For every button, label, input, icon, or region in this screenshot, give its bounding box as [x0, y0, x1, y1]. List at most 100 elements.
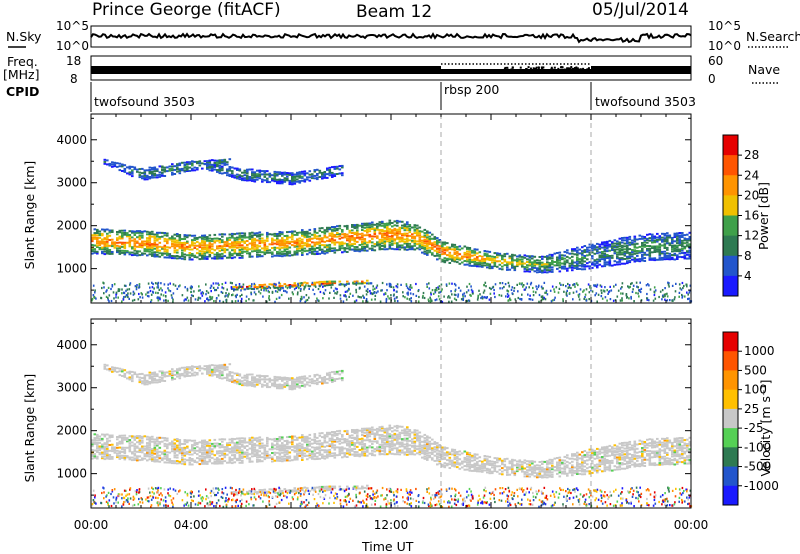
velocity-cell — [243, 439, 247, 442]
power-cell — [113, 163, 117, 166]
nave-dot — [570, 66, 573, 69]
power-noise-cell — [463, 292, 466, 295]
velocity-cell — [366, 435, 369, 438]
power-noise-cell — [432, 292, 435, 295]
velocity-cell — [218, 446, 222, 449]
power-cell — [508, 257, 512, 260]
power-noise-cell — [200, 292, 202, 295]
power-cell — [561, 256, 564, 259]
velocity-cell — [331, 446, 334, 449]
velocity-cell — [238, 441, 242, 444]
velocity-cell — [398, 445, 402, 448]
power-cell — [281, 284, 284, 287]
power-noise-cell — [568, 286, 570, 289]
power-cell — [606, 244, 609, 247]
power-cell — [248, 252, 252, 255]
power-cell — [263, 170, 267, 173]
power-cell — [493, 261, 497, 264]
power-cell — [606, 247, 609, 250]
velocity-cell — [281, 438, 284, 441]
power-cell — [233, 242, 237, 245]
power-cell — [171, 169, 174, 172]
power-cell — [448, 258, 452, 261]
power-cell — [263, 173, 267, 176]
velocity-cell — [316, 452, 319, 454]
velocity-cell — [153, 442, 157, 445]
power-cell — [671, 238, 674, 241]
power-cell — [336, 167, 339, 170]
power-cell — [218, 167, 222, 169]
power-cell — [253, 286, 257, 289]
power-cell — [591, 249, 594, 252]
velocity-cell — [106, 443, 109, 446]
power-cell — [201, 246, 204, 249]
velocity-cell — [351, 453, 354, 456]
power-cell — [221, 255, 224, 258]
velocity-cell — [363, 439, 367, 442]
velocity-cell — [211, 445, 214, 448]
velocity-cell — [176, 460, 179, 462]
velocity-cell — [256, 444, 259, 447]
power-cell — [678, 240, 682, 243]
power-cell — [566, 249, 569, 252]
power-noise-cell — [637, 286, 639, 289]
velocity-cell — [91, 439, 94, 442]
power-noise-cell — [396, 286, 399, 289]
velocity-cell — [363, 452, 367, 455]
power-noise-cell — [454, 290, 456, 293]
power-noise-cell — [362, 300, 364, 303]
velocity-cell — [93, 456, 97, 459]
power-noise-cell — [493, 288, 495, 292]
power-noise-cell — [125, 284, 127, 287]
power-cell — [123, 229, 127, 232]
power-noise-cell — [268, 297, 270, 300]
power-cell — [278, 239, 282, 242]
power-cell — [541, 271, 544, 274]
power-noise-cell — [253, 299, 255, 302]
power-cell — [333, 167, 337, 170]
power-cell — [613, 252, 617, 255]
power-cell — [323, 280, 327, 283]
power-noise-cell — [157, 299, 160, 302]
velocity-cell — [248, 453, 252, 456]
power-noise-cell — [369, 282, 372, 285]
power-cell — [513, 265, 517, 268]
power-noise-cell — [550, 300, 553, 303]
power-cell — [331, 280, 334, 283]
power-cell — [128, 230, 132, 233]
power-cell — [148, 241, 152, 244]
velocity-cell — [383, 441, 387, 444]
power-noise-cell — [457, 293, 460, 296]
power-cell — [368, 247, 372, 250]
power-cell — [211, 257, 214, 260]
power-cell — [226, 244, 229, 247]
power-cell — [153, 174, 157, 177]
power-cell — [163, 237, 167, 240]
power-cell — [393, 233, 397, 236]
power-cell — [498, 254, 502, 257]
velocity-cell — [138, 435, 142, 438]
power-cell — [596, 246, 599, 249]
power-noise-cell — [205, 290, 208, 293]
velocity-cell — [201, 459, 204, 462]
velocity-cell — [191, 453, 194, 456]
power-cell — [636, 238, 639, 241]
power-cell — [93, 248, 97, 251]
power-cell — [353, 231, 357, 234]
power-noise-cell — [560, 283, 562, 286]
power-cell — [536, 271, 539, 274]
power-cell — [353, 237, 357, 240]
power-noise-cell — [637, 292, 639, 295]
power-cell — [221, 169, 224, 172]
power-noise-cell — [681, 295, 684, 298]
power-cell — [628, 248, 632, 251]
power-cell — [346, 243, 349, 246]
velocity-cell — [181, 452, 184, 455]
power-cell — [483, 258, 487, 260]
power-noise-cell — [374, 287, 376, 290]
velocity-cell — [171, 460, 174, 462]
power-cell — [326, 239, 329, 242]
power-cell — [233, 250, 237, 253]
power-cell — [213, 163, 217, 166]
nave-dot — [563, 68, 566, 71]
